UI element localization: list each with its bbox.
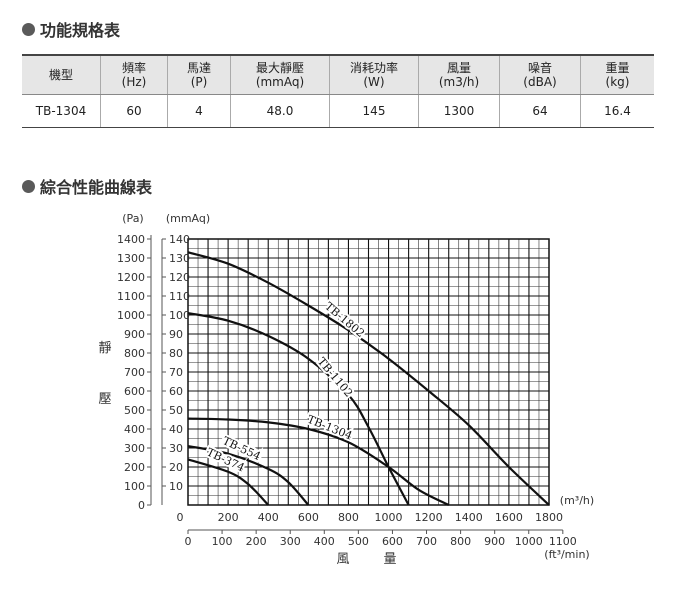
spec-header-row: 機型 頻率 (Hz) 馬達 (P) 最大靜壓 (mmAq) 消耗功率 (W) 風量 (m3… [22,54,654,95]
x-tick-label-cfm: 500 [348,535,369,548]
pa-tick-label: 700 [124,366,145,379]
spec-title-text: 功能規格表 [40,21,121,40]
x-unit-cfm: (ft³/min) [544,548,589,561]
pa-tick-label: 100 [124,480,145,493]
x-tick-label-m3h: 1400 [455,511,483,524]
mmaq-tick-label: 120 [169,271,190,284]
ylabel-char: 壓 [98,392,111,407]
cell-power: 145 [329,94,419,128]
cell-model: TB-1304 [22,94,101,128]
pa-tick-label: 0 [138,499,145,512]
table-row: TB-1304 60 4 48.0 145 1300 64 16.4 [22,94,654,128]
curve-tb-1102 [187,312,410,506]
mmaq-tick-label: 110 [169,290,190,303]
header-power: 消耗功率 (W) [329,54,419,95]
mmaq-tick-label: 10 [169,480,183,493]
x-tick-label-m3h: 800 [338,511,359,524]
mmaq-tick-label: 130 [169,252,190,265]
mmaq-tick-label: 20 [169,461,183,474]
bullet-icon [22,179,35,193]
pa-tick-label: 1200 [117,271,145,284]
x-tick-label-m3h: 1200 [415,511,443,524]
mmaq-tick-label: 40 [169,423,183,436]
x-tick-label-m3h: 600 [298,511,319,524]
header-weight: 重量 (kg) [580,54,654,95]
xlabel-char: 風 [336,552,349,567]
header-model: 機型 [22,54,101,95]
bullet-icon [22,22,35,36]
x-tick-label-m3h: 400 [258,511,279,524]
x-tick-label-m3h: 1000 [375,511,403,524]
x-tick-label-cfm: 100 [212,535,233,548]
curve-tb-1304 [187,417,450,506]
x-tick-label-cfm: 900 [484,535,505,548]
header-max-static-pressure: 最大靜壓 (mmAq) [230,54,330,95]
mmaq-tick-label: 100 [169,309,190,322]
mmaq-tick-label: 30 [169,442,183,455]
mmaq-tick-label: 90 [169,328,183,341]
pa-tick-label: 800 [124,347,145,360]
curve-tb-554 [187,445,310,506]
pa-tick-label: 1100 [117,290,145,303]
x-tick-label-cfm: 300 [280,535,301,548]
x-tick-label-cfm: 700 [416,535,437,548]
spec-table: 機型 頻率 (Hz) 馬達 (P) 最大靜壓 (mmAq) 消耗功率 (W) 風量 (m3… [22,54,654,128]
x-tick-label-cfm: 1000 [515,535,543,548]
cell-weight: 16.4 [580,94,654,128]
pa-tick-label: 400 [124,423,145,436]
cell-max-static-pressure: 48.0 [230,94,330,128]
header-noise: 噪音 (dBA) [499,54,581,95]
x-tick-label-cfm: 0 [185,535,192,548]
header-motor: 馬達 (P) [167,54,231,95]
header-airflow: 風量 (m3/h) [418,54,500,95]
header-frequency: 頻率 (Hz) [100,54,168,95]
pa-tick-label: 1000 [117,309,145,322]
spec-table-title: 功能規格表 [22,17,120,41]
x-unit-m3h: (m³/h) [560,494,594,507]
x-tick-label-m3h: 0 [177,511,184,524]
cell-noise: 64 [499,94,581,128]
pa-tick-label: 300 [124,442,145,455]
x-tick-label-cfm: 400 [314,535,335,548]
x-tick-label-cfm: 1100 [549,535,577,548]
mmaq-tick-label: 70 [169,366,183,379]
cell-motor: 4 [167,94,231,128]
pa-tick-label: 900 [124,328,145,341]
pa-tick-label: 500 [124,404,145,417]
x-tick-label-m3h: 1600 [495,511,523,524]
pa-unit-label: (Pa) [122,212,143,225]
pa-tick-label: 1300 [117,252,145,265]
pa-tick-label: 600 [124,385,145,398]
curve-title-text: 綜合性能曲線表 [40,178,153,197]
x-tick-label-m3h: 1800 [535,511,563,524]
x-tick-label-cfm: 200 [246,535,267,548]
curve-tb-1802 [187,251,550,506]
xlabel-char: 量 [383,552,396,567]
mmaq-tick-label: 140 [169,233,190,246]
pa-tick-label: 200 [124,461,145,474]
mmaq-tick-label: 80 [169,347,183,360]
curve-chart-title: 綜合性能曲線表 [22,174,152,198]
mmaq-unit-label: (mmAq) [166,212,210,225]
cell-airflow: 1300 [418,94,500,128]
pa-tick-label: 1400 [117,233,145,246]
mmaq-tick-label: 50 [169,404,183,417]
curve-tb-374 [187,458,270,506]
mmaq-tick-label: 60 [169,385,183,398]
x-tick-label-cfm: 600 [382,535,403,548]
x-tick-label-cfm: 800 [450,535,471,548]
ylabel-char: 靜 [98,341,111,356]
x-tick-label-m3h: 200 [218,511,239,524]
plot-frame [187,238,550,506]
cell-frequency: 60 [100,94,168,128]
